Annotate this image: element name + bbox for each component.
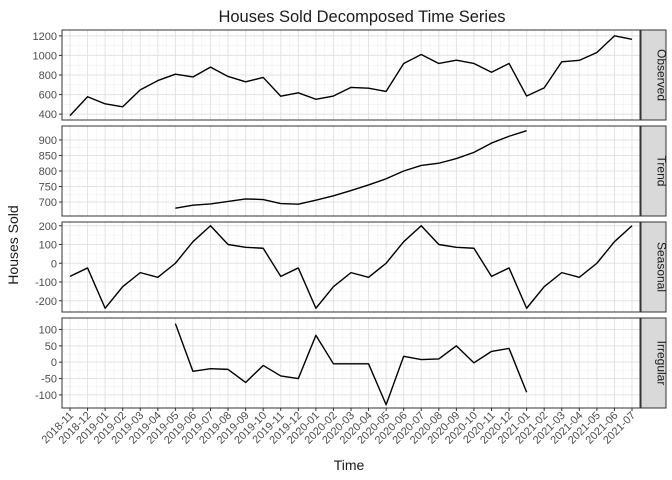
y-tick-label: 1000 <box>33 50 57 62</box>
panel-strip <box>640 317 667 409</box>
x-axis-title: Time <box>334 457 365 473</box>
y-tick-label: 50 <box>45 341 57 353</box>
y-tick-label: 700 <box>39 197 57 209</box>
panel-strip-label: Irregular <box>655 341 669 386</box>
y-tick-label: 100 <box>39 240 57 252</box>
y-tick-label: 750 <box>39 182 57 194</box>
y-tick-label: -200 <box>35 296 57 308</box>
y-tick-label: -100 <box>35 277 57 289</box>
panel-strip-label: Seasonal <box>655 242 669 292</box>
panel-border <box>61 125 641 217</box>
y-tick-label: 200 <box>39 221 57 233</box>
y-tick-label: 0 <box>51 357 57 369</box>
panel-strip-label: Observed <box>655 49 669 101</box>
panel-border <box>61 29 641 121</box>
panel-strip-label: Trend <box>655 156 669 187</box>
panel-seasonal: -200 -100 0 100 200 Seasonal <box>35 221 669 313</box>
panel-observed: 400 600 800 1000 1200 Observed <box>33 29 669 121</box>
y-tick-label: 400 <box>39 109 57 121</box>
panel-border <box>61 221 641 313</box>
y-tick-label: -50 <box>41 374 57 386</box>
y-tick-label: 0 <box>51 258 57 270</box>
panels-group: 40060080010001200Observed700750800850900… <box>33 29 669 409</box>
y-tick-label: 1200 <box>33 31 57 43</box>
series-line-trend <box>175 129 527 209</box>
y-tick-label: 600 <box>39 90 57 102</box>
panel-irregular: -100 -50 0 50 100 Irregular <box>35 317 669 409</box>
y-tick-label: 100 <box>39 324 57 336</box>
series-line-observed <box>69 35 633 117</box>
panel-trend: 700 750 800 850 900 Trend <box>39 125 669 217</box>
y-axis-title: Houses Sold <box>5 205 21 284</box>
panel-strip <box>640 29 667 121</box>
y-tick-label: 900 <box>39 135 57 147</box>
x-axis-ticks: 2018-112018-122019-012019-022019-032019-… <box>40 408 638 447</box>
y-tick-label: 850 <box>39 150 57 162</box>
y-tick-label: 800 <box>39 70 57 82</box>
series-line-irregular <box>174 323 528 406</box>
chart-title: Houses Sold Decomposed Time Series <box>218 8 505 26</box>
y-tick-label: 800 <box>39 166 57 178</box>
series-line-seasonal <box>69 225 633 309</box>
y-tick-label: -100 <box>35 390 57 402</box>
panel-strip <box>640 221 667 313</box>
panel-strip <box>640 125 667 217</box>
